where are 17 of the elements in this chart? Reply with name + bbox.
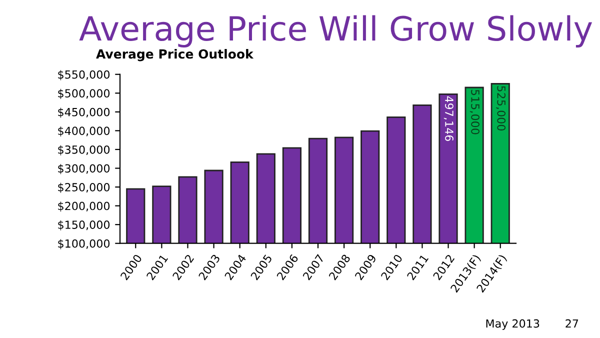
y-tick-label: $250,000 <box>58 182 110 193</box>
y-tick-label: $100,000 <box>58 239 110 250</box>
data-label: 515,000 <box>470 90 480 134</box>
text: 27 <box>566 319 578 328</box>
y-tick-label: $200,000 <box>58 202 110 212</box>
chart-subtitle: Average Price Outlook <box>96 49 254 62</box>
y-tick-label: $400,000 <box>58 126 110 137</box>
y-tick-label: $500,000 <box>58 88 110 99</box>
y-tick-label: $150,000 <box>58 220 110 230</box>
y-tick-label: $550,000 <box>58 70 110 80</box>
y-tick-label: $350,000 <box>58 145 110 156</box>
chart-title: Average Price Will Grow Slowly <box>79 15 592 48</box>
data-label: 525,000 <box>496 86 506 130</box>
text: May 2013 <box>486 319 540 330</box>
y-tick-label: $450,000 <box>58 108 110 118</box>
y-tick-label: $300,000 <box>58 164 110 174</box>
data-label: 497,146 <box>444 96 454 141</box>
